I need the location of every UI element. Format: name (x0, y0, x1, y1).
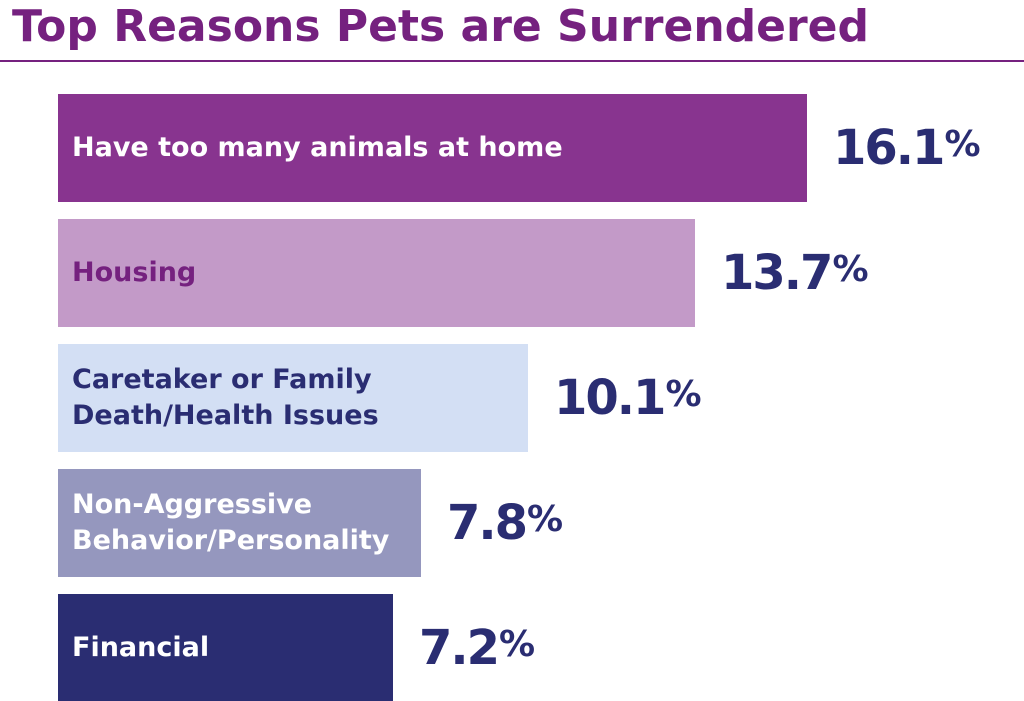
value-unit: % (527, 499, 564, 540)
value-unit: % (499, 624, 536, 665)
value-unit: % (832, 249, 869, 290)
bar-label: Caretaker or Family Death/Health Issues (72, 364, 379, 431)
value-unit: % (665, 374, 702, 415)
value-number: 16.1 (833, 120, 945, 176)
bar: Non-Aggressive Behavior/Personality (58, 469, 421, 577)
chart-title: Top Reasons Pets are Surrendered (12, 1, 870, 52)
bar-label: Housing (72, 257, 197, 288)
value-number: 13.7 (721, 245, 833, 301)
value-number: 10.1 (554, 370, 666, 426)
value-label: 13.7% (721, 219, 869, 327)
bar: Have too many animals at home (58, 94, 807, 202)
value-label: 16.1% (833, 94, 981, 202)
value-number: 7.2 (419, 620, 500, 676)
value-number: 7.8 (447, 495, 528, 551)
value-label: 7.8% (447, 469, 563, 577)
bar: Financial (58, 594, 393, 701)
bar-label: Have too many animals at home (72, 132, 563, 163)
bar: Housing (58, 219, 695, 327)
value-label: 10.1% (554, 344, 702, 452)
value-label: 7.2% (419, 594, 535, 701)
bar: Caretaker or Family Death/Health Issues (58, 344, 528, 452)
bar-label: Financial (72, 632, 210, 663)
title-underline (0, 60, 1024, 62)
bar-label: Non-Aggressive Behavior/Personality (72, 489, 390, 556)
value-unit: % (944, 124, 981, 165)
